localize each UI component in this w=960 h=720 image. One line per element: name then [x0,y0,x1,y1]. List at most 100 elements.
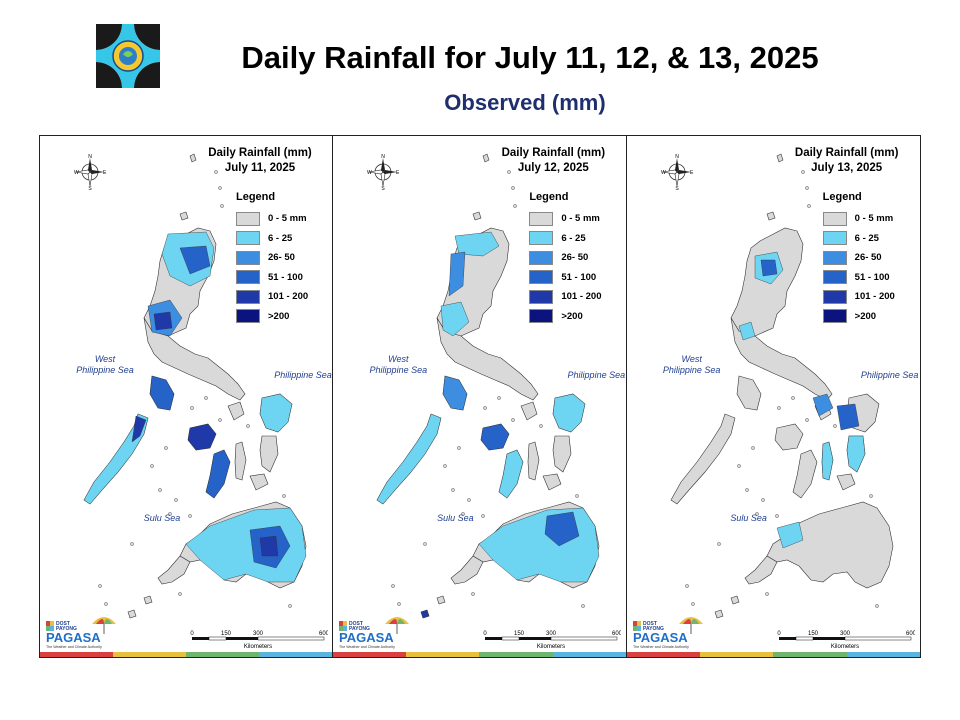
map-panel-july-12: N S W E Daily Rainfall (mm) July 12, 202… [333,136,627,657]
svg-text:Kilometers: Kilometers [830,644,858,650]
map-panel-july-13: N S W E Daily Rainfall (mm) July 13, 202… [626,136,920,657]
svg-text:S: S [675,186,679,190]
legend-item: 26- 50 [236,248,308,268]
panel-title: Daily Rainfall (mm) July 11, 2025 [190,146,330,176]
scale-bar: 0 150 300 600 Kilometers [775,628,916,652]
legend-label: 0 - 5 mm [268,213,307,225]
island-sulu [436,595,446,605]
islet [164,446,168,450]
islet [804,186,809,190]
islet [800,170,805,174]
rainfall-area [812,393,833,417]
stripe-segment [186,652,260,657]
islet [804,418,809,422]
islet [716,542,721,546]
island-mindoro [736,375,761,411]
islet [188,514,192,518]
philippines-rainfall-map [376,153,600,619]
island-panay [774,423,804,451]
islet [218,418,222,422]
rainfall-area [455,231,500,257]
rainfall-area [179,245,211,275]
svg-text:DOST: DOST [349,621,363,627]
svg-text:N: N [675,154,679,160]
islet [511,418,516,422]
legend-label: 26- 50 [561,252,589,264]
legend-item: 6 - 25 [822,229,895,249]
rainfall-area [205,449,231,499]
islet [423,542,428,546]
west-sea-label-line: Philippine Sea [662,365,721,375]
west-sea-label-line: Philippine Sea [76,365,134,375]
islet [750,446,755,450]
color-stripe [626,652,920,657]
islet [471,592,476,596]
island-batan [189,153,197,163]
legend-item: 101 - 200 [822,287,895,307]
stripe-segment [626,652,700,657]
islet [744,488,749,492]
island-masbate [227,401,245,421]
islet [539,424,544,428]
west-sea-label-line: West [388,354,409,364]
island-leyte [259,435,279,473]
rainfall-area [259,393,293,433]
svg-text:W: W [74,170,79,176]
panel-title-line1: Daily Rainfall (mm) [208,147,312,159]
stripe-segment [406,652,480,657]
islet [497,396,502,400]
island-sluzon [143,317,246,401]
islet [513,204,518,208]
svg-text:Kilometers: Kilometers [537,644,565,650]
svg-text:300: 300 [840,631,851,637]
legend-label: >200 [268,310,290,322]
legend-swatch [236,309,260,324]
legend-swatch [822,231,847,246]
svg-text:W: W [661,170,666,176]
rainfall-area [836,403,859,431]
rainfall-area [149,375,175,411]
islet [282,494,286,498]
svg-text:N: N [382,154,386,160]
legend-item: 0 - 5 mm [236,209,308,229]
islet [214,170,218,174]
legend-label: 6 - 25 [268,232,293,244]
scale-bar: 0 150 300 600 Kilometers [188,628,329,652]
philippines-rainfall-map [670,153,893,619]
west-sea-label-line: West [94,354,116,364]
legend-title: Legend [529,191,569,203]
svg-text:150: 150 [808,631,819,637]
legend-swatch [236,211,260,226]
island-cebu [234,441,247,481]
islet [754,512,759,516]
islet [104,602,108,606]
islet [832,424,837,428]
islet [150,464,154,468]
map-panel-july-11: N S W E Daily Rainfall (mm) July 11, 202… [40,136,334,657]
island-babuyan [766,211,776,221]
rainfall-area [545,511,580,547]
islet [391,584,396,588]
svg-text:E: E [396,170,400,176]
stripe-segment [846,652,920,657]
islet [868,494,873,498]
stripe-segment [699,652,774,657]
island-luzon [730,227,803,342]
legend-swatch [822,250,847,265]
island-sulu [730,595,740,605]
rainfall-area [187,423,217,451]
color-stripe [333,652,626,657]
stripe-segment [552,652,626,657]
svg-text:PAGASA: PAGASA [339,630,394,645]
philippine-sea-label: Philippine Sea [567,370,626,380]
islet [246,424,250,428]
rainfall-area [441,301,470,337]
pagasa-footer-logo: DOST PAYONG PAGASA The Weather and Clima… [337,612,427,650]
svg-text:E: E [103,170,107,176]
islet [483,406,488,410]
island-zambo [744,555,778,585]
philippines-rainfall-map [83,153,307,619]
islet [443,464,448,468]
legend-swatch [236,289,260,304]
svg-text:0: 0 [484,631,488,637]
